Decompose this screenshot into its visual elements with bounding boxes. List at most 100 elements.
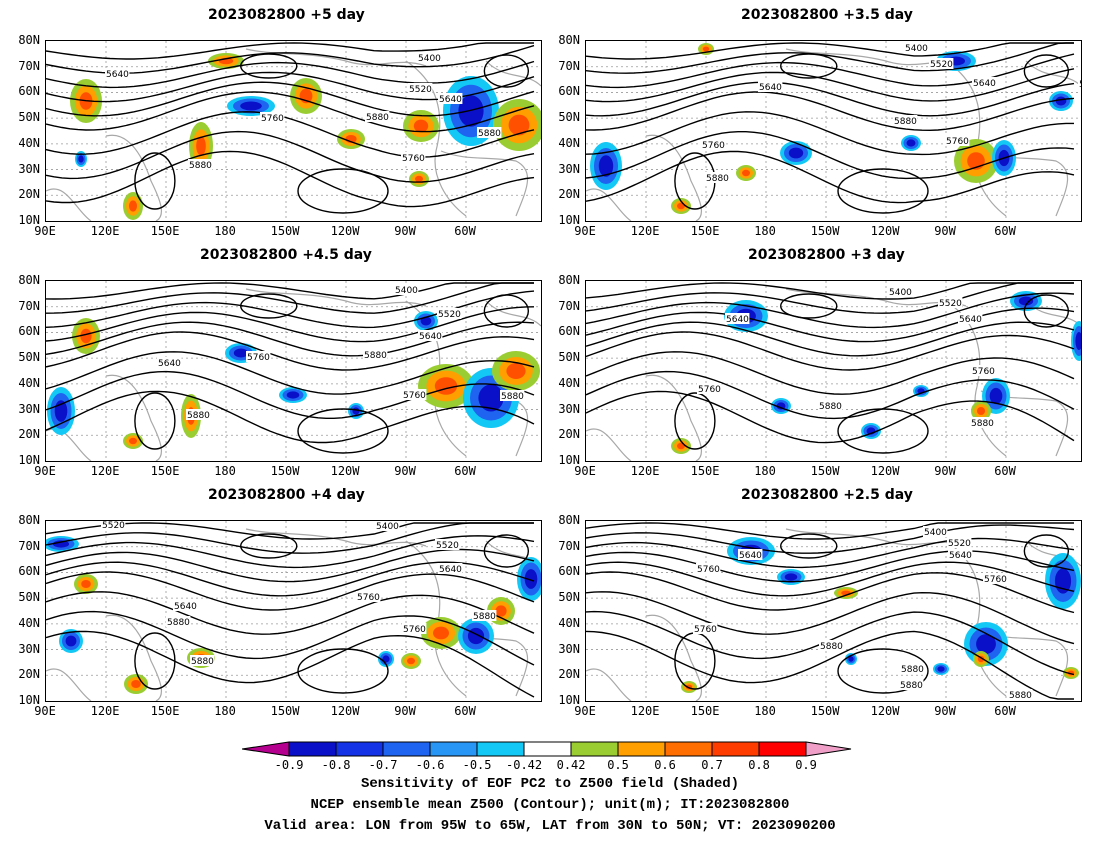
contour-label-bg bbox=[725, 313, 750, 324]
colorbar-segment bbox=[617, 741, 666, 757]
contour-label-bg bbox=[472, 610, 497, 621]
contour-label: 5400 bbox=[889, 288, 912, 298]
colorbar-segment bbox=[758, 741, 807, 757]
lon-label: 120W bbox=[330, 464, 360, 478]
contour-label-bg bbox=[899, 679, 924, 690]
contour-label: 5760 bbox=[972, 367, 995, 377]
lat-label: 20N bbox=[558, 187, 580, 202]
lon-label: 120W bbox=[870, 464, 900, 478]
contour-label: 5640 bbox=[759, 83, 782, 93]
lon-label: 60W bbox=[454, 464, 476, 478]
lon-label: 90W bbox=[394, 224, 416, 238]
contour-label: 5280 bbox=[1079, 80, 1081, 90]
lat-label: 10N bbox=[18, 213, 40, 227]
contour-label-bg bbox=[970, 417, 995, 428]
sensitivity-shading bbox=[590, 43, 1073, 214]
lon-label: 150E bbox=[690, 704, 720, 718]
colorbar bbox=[242, 741, 852, 757]
colorbar-tick-label: -0.9 bbox=[274, 758, 304, 772]
contour-labels: 54005520564056405280588057605760588058 bbox=[701, 42, 1081, 184]
contour-label-bg bbox=[402, 389, 427, 400]
contour-label: 5400 bbox=[418, 54, 441, 64]
lon-label: 60W bbox=[454, 704, 476, 718]
contour-label-bg bbox=[938, 297, 963, 308]
contour-label-bg bbox=[101, 521, 126, 530]
contour-label-bg bbox=[1008, 689, 1033, 700]
lon-label: 60W bbox=[454, 224, 476, 238]
contour-label: 5520 bbox=[948, 539, 971, 549]
contour-label-bg bbox=[356, 591, 381, 602]
lat-label: 80N bbox=[18, 513, 40, 527]
contour-label: 5880 bbox=[189, 161, 212, 171]
colorbar-tick-label: 0.5 bbox=[607, 758, 629, 772]
panel-title: 2023082800 +3.5 day bbox=[741, 7, 913, 23]
z500-map: 5520540055205640528056405760588057605880… bbox=[46, 521, 541, 701]
contour-label: 5760 bbox=[697, 565, 720, 575]
contour-label: 5760 bbox=[694, 625, 717, 635]
lon-label: 180 bbox=[754, 704, 776, 718]
contour-label-bg bbox=[971, 365, 996, 376]
contour-label: 5880 bbox=[366, 113, 389, 123]
lon-label: 120E bbox=[630, 224, 660, 238]
lat-label: 40N bbox=[18, 135, 40, 150]
contour-label: 5640 bbox=[419, 332, 442, 342]
contour-label: 5400 bbox=[905, 44, 928, 54]
contour-label: 5640 bbox=[439, 95, 462, 105]
lat-label: 70N bbox=[18, 298, 40, 313]
lon-label: 150W bbox=[810, 224, 840, 238]
lon-label: 150E bbox=[690, 224, 720, 238]
coastline bbox=[46, 48, 541, 221]
colorbar-segment bbox=[664, 741, 713, 757]
lon-label: 120W bbox=[330, 704, 360, 718]
contour-label-bg bbox=[696, 563, 721, 574]
contour-labels: 5520540055205640528056405760588057605880… bbox=[101, 521, 497, 667]
contour-label-bg bbox=[705, 172, 730, 183]
lon-label: 90W bbox=[394, 704, 416, 718]
lon-label: 150E bbox=[150, 464, 180, 478]
lat-label: 40N bbox=[18, 375, 40, 390]
contour-label: 5880 bbox=[187, 411, 210, 421]
lon-label: 150E bbox=[150, 224, 180, 238]
contour-label: 5640 bbox=[726, 315, 749, 325]
contour-label-bg bbox=[923, 526, 948, 537]
panel-title: 2023082800 +2.5 day bbox=[741, 487, 913, 503]
lat-label: 80N bbox=[558, 273, 580, 287]
contour-label-bg bbox=[394, 284, 419, 295]
contour-label-bg bbox=[408, 83, 433, 94]
lon-label: 90E bbox=[34, 224, 56, 238]
caption-line-2: NCEP ensemble mean Z500 (Contour); unit(… bbox=[310, 797, 790, 813]
lon-label: 90E bbox=[574, 464, 596, 478]
lat-label: 50N bbox=[18, 590, 40, 605]
lat-label: 70N bbox=[558, 298, 580, 313]
lat-label: 10N bbox=[558, 453, 580, 467]
lat-label: 70N bbox=[18, 58, 40, 73]
lon-label: 120W bbox=[870, 224, 900, 238]
contour-label: 5880 bbox=[971, 419, 994, 429]
lat-label: 20N bbox=[18, 187, 40, 202]
lat-label: 60N bbox=[18, 564, 40, 579]
z500-map: 54005520564056405280588057605760588058 bbox=[586, 41, 1081, 221]
lat-label: 40N bbox=[18, 615, 40, 630]
lat-label: 60N bbox=[18, 84, 40, 99]
lat-label: 80N bbox=[18, 273, 40, 287]
contour-label: 5640 bbox=[174, 602, 197, 612]
contour-label: 5880 bbox=[819, 402, 842, 412]
contour-label: 5760 bbox=[403, 391, 426, 401]
colorbar-max-arrow bbox=[805, 741, 852, 757]
contour-label-bg bbox=[972, 77, 997, 88]
contour-label: 5520 bbox=[438, 310, 461, 320]
map-plot: 5400 5520 5640 5760 5640 5880 5760 5880 5880 bbox=[45, 280, 542, 462]
contour-label: 5880 bbox=[706, 174, 729, 184]
lon-label: 90W bbox=[934, 224, 956, 238]
lon-label: 90W bbox=[394, 464, 416, 478]
lat-label: 30N bbox=[18, 641, 40, 656]
colorbar-tick-label: 0.6 bbox=[654, 758, 676, 772]
contour-label: 5640 bbox=[949, 551, 972, 561]
contour-label-bg bbox=[758, 81, 783, 92]
lat-label: 30N bbox=[558, 641, 580, 656]
map-plot: 5640 5400 5520 5640 5760 5880 5760 5880 5880 bbox=[45, 40, 542, 222]
panel-title: 2023082800 +4.5 day bbox=[200, 247, 372, 263]
colorbar-tick-label: -0.42 bbox=[506, 758, 543, 772]
contour-label-bg bbox=[166, 616, 191, 627]
